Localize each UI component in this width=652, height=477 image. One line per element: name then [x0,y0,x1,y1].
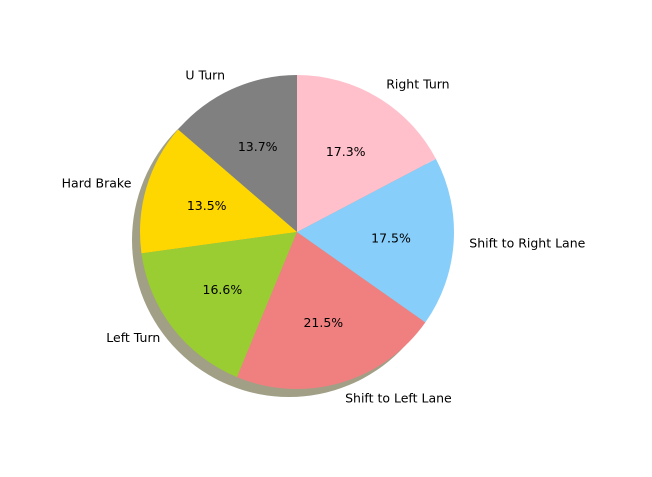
pie-category-label-right-turn: Right Turn [386,77,449,92]
pie-category-label-left-turn: Left Turn [106,330,160,345]
pie-percent-label-shift-to-right-lane: 17.5% [371,231,411,246]
pie-slice-shift-to-left-lane [236,232,426,389]
pie-percent-label-left-turn: 16.6% [203,282,243,297]
pie-slice-shift-to-right-lane [297,158,454,323]
pie-percent-label-hard-brake: 13.5% [187,198,227,213]
pie-slice-left-turn [141,232,297,378]
pie-category-label-u-turn: U Turn [185,68,225,83]
pie-category-label-hard-brake: Hard Brake [62,176,132,191]
pie-slices [139,75,454,389]
pie-slice-hard-brake [139,129,297,254]
pie-category-label-shift-to-left-lane: Shift to Left Lane [345,390,452,405]
pie-percent-label-right-turn: 17.3% [326,144,366,159]
pie-labels: 13.7% U Turn 13.5% Hard Brake 16.6% Left Turn… [62,68,586,406]
pie-percent-label-u-turn: 13.7% [238,139,278,154]
pie-percent-label-shift-to-left-lane: 21.5% [303,315,343,330]
pie-category-label-shift-to-right-lane: Shift to Right Lane [469,236,585,251]
pie-slice-u-turn [178,75,297,232]
pie-slice-right-turn [297,75,436,232]
